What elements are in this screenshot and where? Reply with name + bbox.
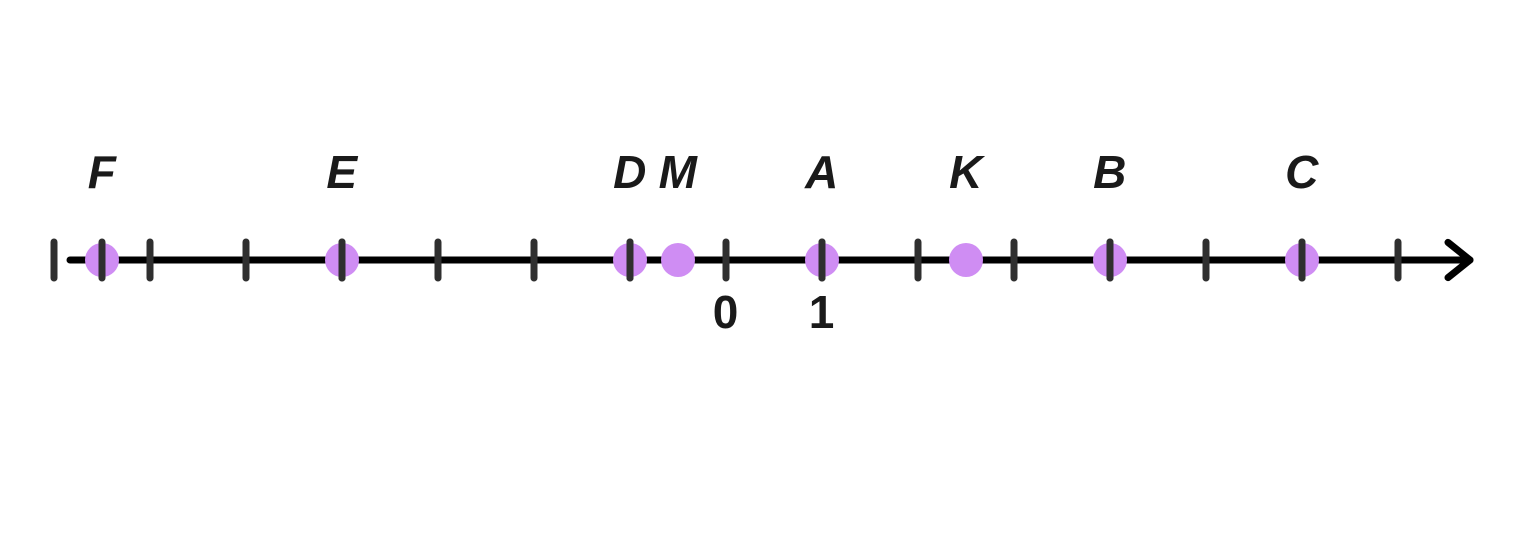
point-m [661, 243, 695, 277]
point-label-e: E [326, 146, 358, 198]
ref-label-1: 1 [809, 286, 836, 338]
point-label-c: C [1285, 146, 1319, 198]
point-label-k: K [949, 146, 985, 198]
point-label-f: F [88, 146, 118, 198]
point-label-a: A [804, 146, 839, 198]
number-line-diagram: F E DM A K B C 0 1 [0, 0, 1536, 549]
ref-label-0: 0 [713, 286, 740, 338]
point-label-m: M [659, 146, 699, 198]
point-label-d: D [613, 146, 647, 198]
point-k [949, 243, 983, 277]
point-label-b: B [1093, 146, 1127, 198]
labels-layer: F E DM A K B C 0 1 [88, 146, 1319, 338]
